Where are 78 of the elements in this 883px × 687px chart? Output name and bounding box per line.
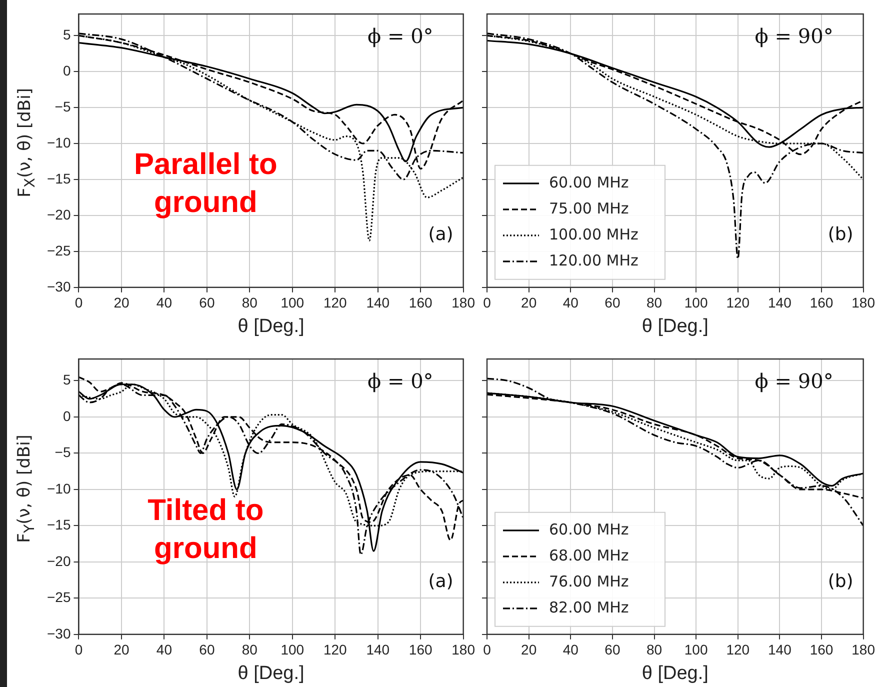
x-tick-label: 100 (684, 642, 708, 658)
y-tick-label: −20 (47, 552, 71, 569)
annotation: ϕ = 90° (754, 369, 834, 394)
x-tick-label: 120 (323, 642, 348, 658)
x-tick-label: 40 (156, 642, 172, 658)
y-tick-label: −5 (54, 98, 71, 114)
x-tick-label: 140 (768, 294, 792, 311)
y-tick-label: −5 (54, 444, 71, 460)
x-tick-label: 0 (483, 294, 492, 311)
x-tick-label: 60 (199, 294, 215, 311)
x-tick-label: 180 (852, 642, 876, 658)
x-tick-label: 20 (521, 294, 537, 311)
x-tick-label: 80 (646, 642, 662, 658)
x-tick-label: 0 (74, 294, 83, 311)
annotation: ϕ = 0° (367, 369, 434, 394)
x-tick-label: 120 (323, 294, 348, 311)
annotation: ϕ = 0° (367, 24, 434, 48)
annotation: ϕ = 90° (754, 24, 834, 48)
legend-label: 60.00 MHz (549, 520, 629, 538)
x-tick-label: 140 (768, 642, 792, 658)
y-tick-label: −10 (47, 134, 71, 150)
x-tick-label: 80 (242, 642, 258, 658)
x-axis-title: θ [Deg.] (642, 662, 708, 684)
x-tick-label: 160 (408, 294, 432, 311)
x-tick-label: 100 (280, 294, 304, 311)
annotation: Tilted to ground (148, 494, 264, 566)
x-tick-label: 20 (521, 642, 537, 658)
legend-label: 100.00 MHz (549, 225, 638, 244)
x-tick-label: 40 (562, 642, 579, 658)
annotation: (b) (828, 571, 854, 592)
legend-label: 120.00 MHz (549, 251, 638, 270)
annotation: (a) (428, 224, 454, 246)
x-tick-label: 60 (604, 642, 620, 658)
y-tick-label: −10 (47, 480, 71, 496)
x-tick-label: 120 (726, 294, 750, 311)
x-tick-label: 80 (646, 294, 662, 311)
x-tick-label: 100 (684, 294, 708, 311)
annotation: (b) (828, 224, 854, 246)
y-tick-label: 0 (62, 408, 71, 424)
x-tick-label: 0 (74, 642, 83, 658)
x-tick-label: 20 (114, 294, 130, 311)
y-tick-label: −25 (47, 242, 71, 258)
legend-label: 82.00 MHz (549, 598, 629, 616)
y-tick-label: 5 (62, 372, 71, 388)
x-tick-label: 20 (114, 642, 130, 658)
y-tick-label: −30 (47, 625, 71, 642)
legend-label: 75.00 MHz (549, 199, 629, 218)
x-axis-title: θ [Deg.] (238, 662, 304, 684)
x-tick-label: 140 (366, 642, 390, 658)
y-tick-label: −25 (47, 589, 71, 606)
y-tick-label: 0 (62, 62, 71, 78)
annotation: (a) (428, 571, 454, 592)
x-tick-label: 60 (199, 642, 215, 658)
x-tick-label: 0 (483, 642, 492, 658)
x-tick-label: 180 (452, 294, 476, 311)
y-tick-label: 5 (62, 26, 71, 42)
x-tick-label: 160 (810, 294, 834, 311)
legend-label: 76.00 MHz (549, 572, 629, 590)
x-tick-label: 40 (562, 294, 579, 311)
legend-label: 60.00 MHz (549, 173, 629, 192)
x-tick-label: 80 (242, 294, 258, 311)
y-tick-label: −20 (47, 206, 71, 222)
annotation: Parallel to ground (134, 148, 278, 219)
x-tick-label: 160 (408, 642, 432, 658)
x-axis-title: θ [Deg.] (642, 316, 708, 337)
x-tick-label: 100 (280, 642, 304, 658)
legend-label: 68.00 MHz (549, 546, 629, 564)
x-tick-label: 180 (452, 642, 476, 658)
x-tick-label: 120 (726, 642, 750, 658)
y-tick-label: −15 (47, 516, 71, 533)
x-tick-label: 180 (852, 294, 876, 311)
x-tick-label: 40 (156, 294, 172, 311)
x-tick-label: 60 (604, 294, 620, 311)
x-axis-title: θ [Deg.] (238, 316, 304, 337)
y-tick-label: −30 (47, 278, 71, 294)
x-tick-label: 140 (366, 294, 390, 311)
y-tick-label: −15 (47, 170, 71, 186)
x-tick-label: 160 (810, 642, 834, 658)
